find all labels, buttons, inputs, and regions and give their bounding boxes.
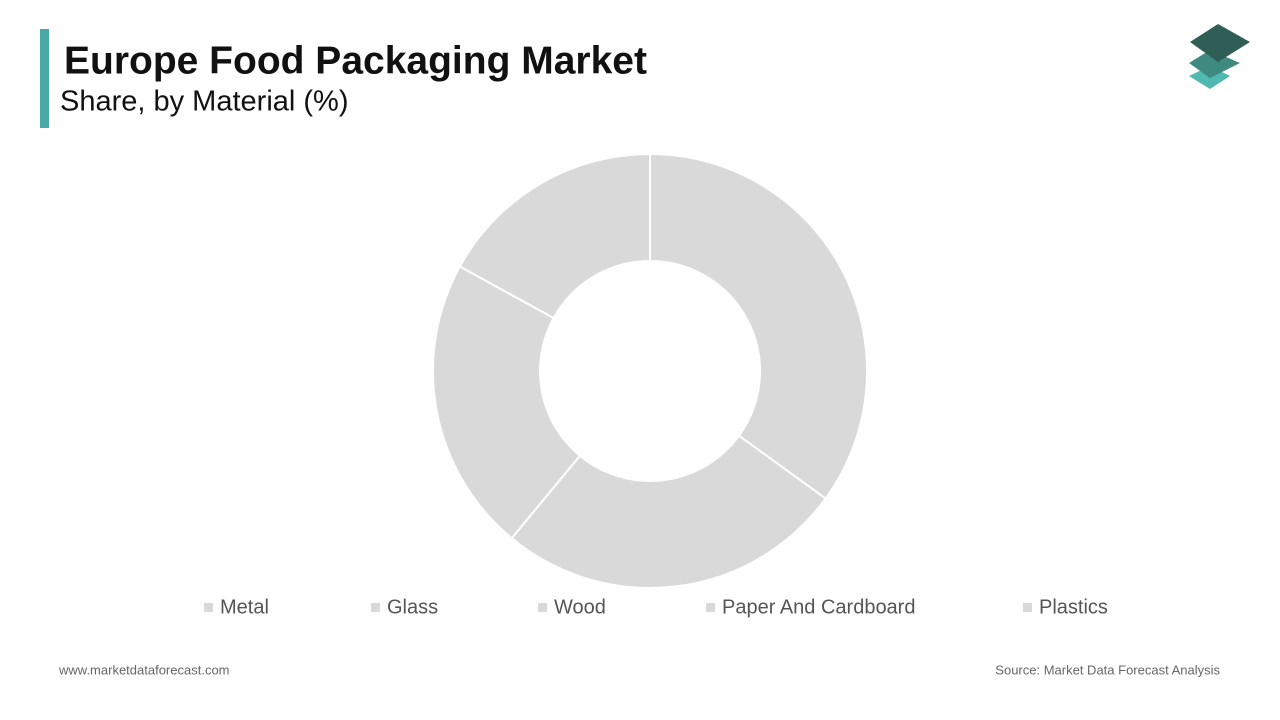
legend-swatch — [538, 603, 547, 612]
legend-label: Wood — [554, 596, 606, 618]
donut-segment — [458, 152, 651, 320]
title-bar — [40, 29, 49, 128]
legend-label: Glass — [387, 596, 438, 618]
website: www.marketdataforecast.com — [58, 662, 230, 677]
donut-segment — [510, 434, 827, 589]
source: Source: Market Data Forecast Analysis — [995, 662, 1220, 677]
legend-swatch — [1023, 603, 1032, 612]
donut-segment — [432, 265, 582, 540]
legend-swatch — [706, 603, 715, 612]
chart-title: Europe Food Packaging Market — [64, 39, 647, 82]
legend-label: Paper And Cardboard — [722, 596, 915, 618]
donut-segment — [649, 152, 868, 500]
legend-label: Metal — [220, 596, 269, 618]
legend-swatch — [204, 603, 213, 612]
chart-subtitle: Share, by Material (%) — [60, 86, 349, 118]
legend-label: Plastics — [1039, 596, 1108, 618]
legend-swatch — [371, 603, 380, 612]
logo — [1189, 24, 1250, 89]
